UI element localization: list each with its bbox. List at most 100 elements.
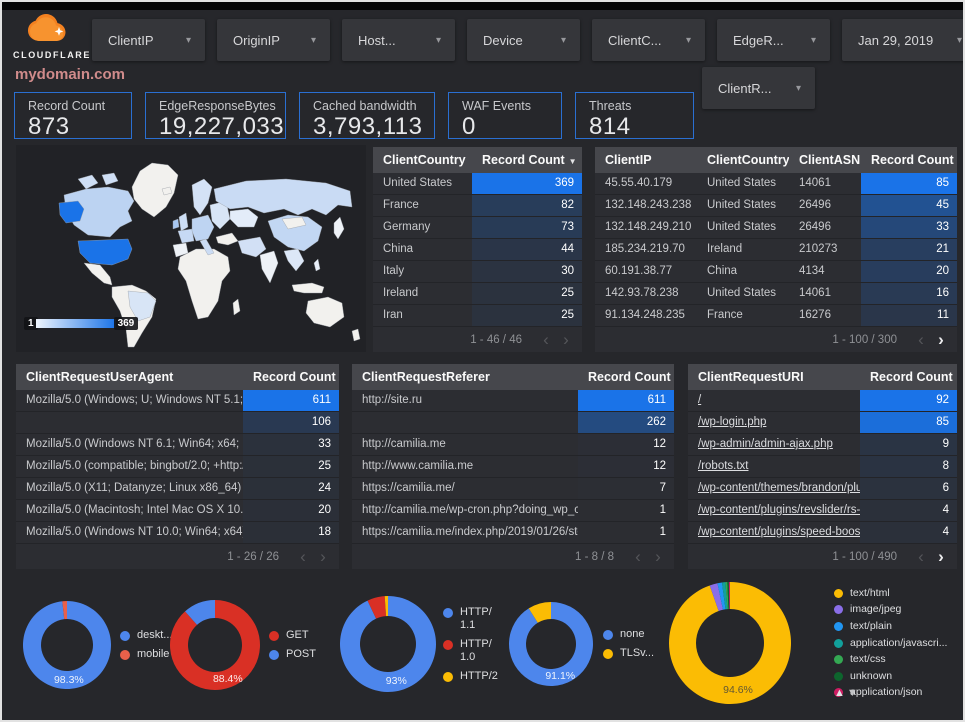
uri-link[interactable]: /wp-login.php [698,416,767,428]
column-header-label: Record Count [588,370,671,384]
legend-label: mobile [137,648,170,660]
cell: /wp-content/plugins/speed-booste... [688,522,860,543]
cell: /wp-login.php [688,412,860,433]
table-client-request-uri: ClientRequestURI Record Count▼ / 92/wp-logi… [688,364,957,569]
donut-percent-label: 91.1% [545,670,576,683]
scorecard-value: 814 [589,113,631,140]
cell: Mozilla/5.0 (Windows; U; Windows NT 5.1;… [26,394,243,406]
legend-item: POST [269,648,331,661]
donut-slice-post [185,600,215,625]
country-philippines [313,258,321,272]
column-header-sort[interactable]: Record Count▼ [861,153,957,167]
column-header: ClientIP [605,153,652,167]
table-row: /wp-admin/admin-ajax.php 9 [688,434,957,456]
uri-link[interactable]: /robots.txt [698,460,749,472]
donut-slice-application-javascri- [721,582,728,610]
donut-slice-http-2 [384,595,388,617]
record-count-cell: 30 [472,261,582,282]
filter-chip-originip[interactable]: OriginIP ▾ [217,19,330,61]
column-header-label: Record Count [870,370,953,384]
filter-chip-label: ClientR... [718,80,772,96]
filter-chip-label: OriginIP [233,32,280,48]
donut-legend-content-type: text/html image/jpeg text/plain application… [834,582,952,704]
record-count-cell: 25 [243,456,339,477]
scorecard-value: 873 [28,113,70,140]
record-count-cell: 85 [860,412,957,433]
column-header-sort[interactable]: Record Count▼ [860,370,957,384]
country-nz [351,328,361,342]
record-count-cell: 20 [243,500,339,521]
legend-item: text/html [834,587,952,600]
cell: 26496 [799,199,831,211]
geo-map-panel: 1 369 [16,145,366,352]
legend-color-dot [120,650,130,660]
table-row: Italy 30 [373,261,582,283]
record-count-cell: 92 [860,390,957,411]
filter-chip-clientip[interactable]: ClientIP ▾ [92,19,205,61]
scorecard-threats: Threats 814 [575,92,694,140]
scorecard-edgeresponsebytes: EdgeResponseBytes 19,227,033 [145,92,286,140]
pagination-next-icon[interactable]: › [938,329,944,349]
legend-item: image/jpeg [834,603,952,616]
legend-item: unknown [834,670,952,683]
scorecard-label: Cached bandwidth [313,99,417,113]
legend-item: mobile [120,648,182,661]
cell [352,412,578,433]
pagination-next-icon[interactable]: › [938,546,944,566]
filter-chip-label: Device [483,32,523,48]
legend-item: text/css [834,653,952,666]
column-header: ClientCountry [707,153,789,167]
cell: /wp-content/themes/brandon/plu... [688,478,860,499]
table-row: http://site.ru 611 [352,390,674,412]
country-iran [237,236,267,258]
uri-link[interactable]: /wp-content/plugins/speed-booste... [698,526,860,538]
legend-scroll-down-icon[interactable]: ▼ [846,687,860,699]
uri-link[interactable]: /wp-content/themes/brandon/plu... [698,482,860,494]
table-row: /wp-login.php 85 [688,412,957,434]
filter-chip-clientc-[interactable]: ClientC... ▾ [592,19,705,61]
chevron-down-icon: ▾ [310,34,316,46]
uri-link[interactable]: / [698,394,702,406]
donut-slice-deskt- [22,601,111,689]
uri-link[interactable]: /wp-admin/admin-ajax.php [698,438,833,450]
uri-link[interactable]: /wp-content/plugins/revslider/rs-p... [698,504,860,516]
donut-slice-none [509,602,594,686]
column-header-sort[interactable]: Record Count▼ [243,370,339,384]
table-row: 106 [16,412,339,434]
record-count-cell: 611 [243,390,339,411]
legend-item: application/javascri... [834,637,952,650]
column-header-label: Record Count [253,370,336,384]
filter-chip-device[interactable]: Device ▾ [467,19,580,61]
date-range-filter[interactable]: Jan 29, 2019 ▾ [842,19,963,61]
record-count-cell: 12 [578,434,674,455]
filter-chip-clientr-[interactable]: ClientR... ▾ [702,67,815,109]
cell: Germany [383,221,431,233]
column-header-sort[interactable]: Record Count▼ [578,370,674,384]
record-count-cell: 33 [861,217,957,238]
filter-chip-edger-[interactable]: EdgeR... ▾ [717,19,830,61]
filter-chip-host-[interactable]: Host... ▾ [342,19,455,61]
legend-color-dot [443,639,453,650]
cell: Mozilla/5.0 (X11; Datanyze; Linux x86_64… [26,482,243,494]
table-row: /wp-content/plugins/speed-booste...4 [688,522,957,544]
scorecard-waf-events: WAF Events 0 [448,92,562,140]
record-count-cell: 4 [860,500,957,521]
scale-max-label: 369 [113,317,139,330]
table-row: /wp-content/plugins/revslider/rs-p... 4 [688,500,957,522]
cell: 210273 [799,243,838,255]
cell: 132.148.243.238 [605,199,692,211]
donut-slice-tlsv- [528,602,551,623]
cell: France [707,309,743,321]
pagination-prev-icon: ‹ [543,329,549,349]
legend-label: image/jpeg [850,603,902,616]
legend-scroll-up-icon[interactable]: ▲ [834,687,847,699]
country-sea [283,248,305,272]
cell: http://camilia.me [362,438,446,450]
country-ireland [172,218,180,230]
record-count-cell: 21 [861,239,957,260]
column-header-sort[interactable]: Record Count▼ [472,153,582,167]
legend-color-dot [834,588,843,598]
country-mongolia [281,216,307,230]
chevron-down-icon: ▾ [560,34,566,46]
